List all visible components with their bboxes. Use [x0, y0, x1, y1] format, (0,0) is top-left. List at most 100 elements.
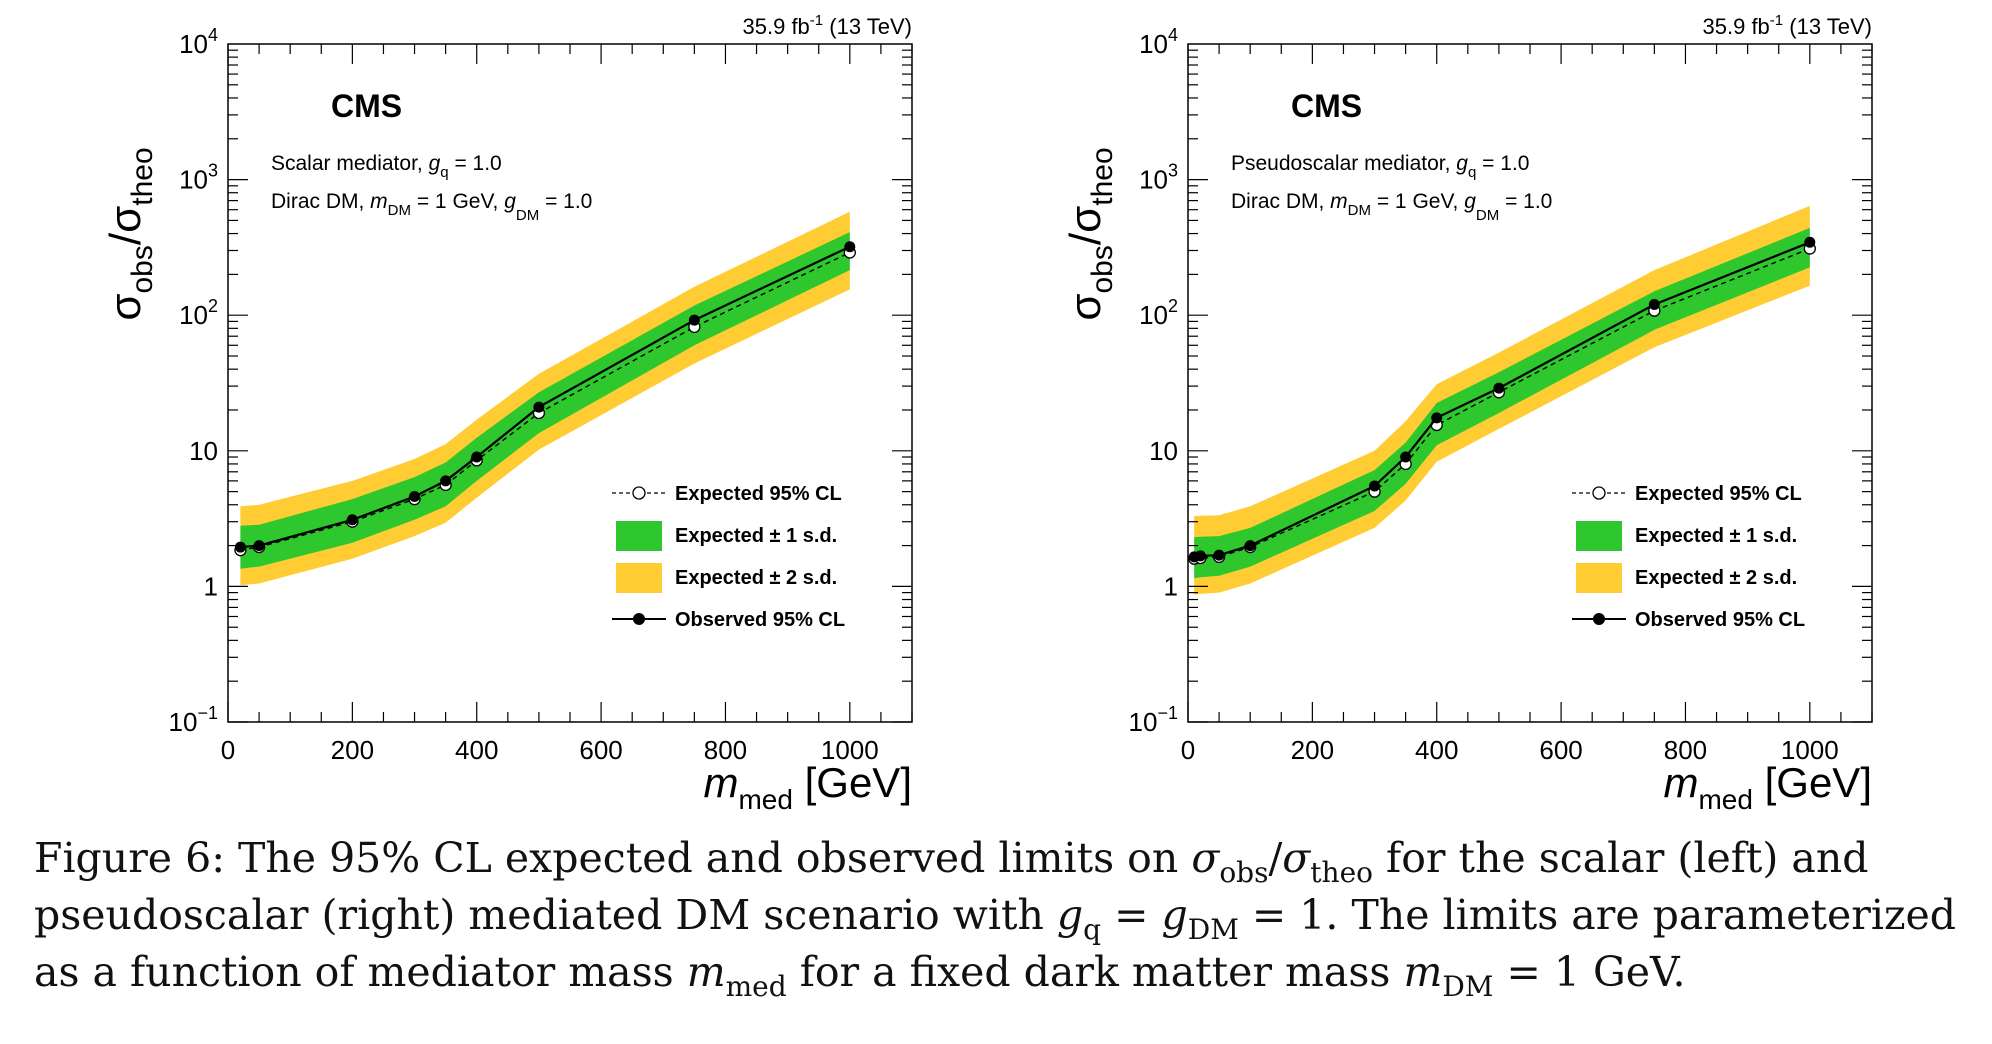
y-axis-label-sub: obs: [1086, 245, 1119, 293]
x-tick-label: 200: [1291, 735, 1334, 765]
y-tick-label: 104: [1139, 25, 1178, 59]
annotation-sub: DM: [1348, 202, 1371, 219]
y-tick-exp: −1: [1157, 703, 1178, 723]
observed-point: [1369, 480, 1381, 492]
y-tick-label: 10: [1149, 436, 1178, 466]
observed-point: [1493, 382, 1505, 394]
legend-label: Observed 95% CL: [675, 609, 845, 631]
y-axis-label-sigma: σ: [1061, 294, 1110, 321]
annotation-line-1: Scalar mediator, gq = 1.0: [271, 152, 502, 181]
annotation-var: g: [1464, 190, 1476, 213]
lumi-exp: -1: [810, 12, 823, 29]
y-axis-label-sub: theo: [1086, 147, 1119, 205]
caption-part: σ: [1282, 834, 1311, 882]
figure: 0 200 400 600 800 1000 10−1 1 10 102 103 104 35.9 fb…: [101, 12, 1873, 815]
observed-point: [1213, 549, 1225, 561]
annotation-text: = 1.0: [539, 190, 592, 213]
y-tick-base: 10: [169, 707, 198, 737]
observed-point: [346, 514, 358, 526]
observed-point: [1648, 298, 1660, 310]
legend-label: Expected ± 2 s.d.: [1635, 567, 1797, 589]
y-tick-label: 103: [1139, 161, 1178, 195]
legend-label: Expected ± 1 s.d.: [675, 525, 837, 547]
observed-line: [1194, 241, 1811, 558]
y-tick-label: 10: [189, 436, 218, 466]
caption-part: DM: [1187, 913, 1239, 946]
band-1sd: [240, 232, 850, 569]
annotation-var: g: [1456, 152, 1468, 175]
annotation-text: = 1 GeV,: [1371, 190, 1464, 213]
x-axis-label-unit: [GeV]: [1753, 759, 1872, 806]
y-axis-label-sub: theo: [126, 147, 159, 205]
annotation-text: = 1.0: [1499, 190, 1552, 213]
x-tick-label: 800: [1664, 735, 1707, 765]
y-tick-base: 10: [1139, 29, 1168, 59]
energy-label: (13 TeV): [823, 14, 912, 39]
observed-point: [440, 475, 452, 487]
annotation-sub: DM: [1476, 207, 1499, 224]
annotation-sub: DM: [516, 207, 539, 224]
expected-line: [240, 251, 851, 551]
observed-point: [1400, 451, 1412, 463]
caption-part: g: [1056, 891, 1084, 939]
legend-label: Expected ± 1 s.d.: [1635, 525, 1797, 547]
y-tick-label: 10−1: [169, 703, 218, 737]
annotation-line-2: Dirac DM, mDM = 1 GeV, gDM = 1.0: [271, 190, 592, 224]
y-tick-exp: 4: [208, 25, 218, 45]
y-tick-base: 10: [1139, 165, 1168, 195]
observed-point: [688, 314, 700, 326]
caption-part: = 1. The limits are parameterized as a f…: [34, 891, 1957, 996]
x-axis-label-unit: [GeV]: [793, 759, 912, 806]
annotation-text: Pseudoscalar mediator,: [1231, 152, 1456, 175]
legend-expected-marker: [1592, 486, 1606, 500]
annotation-var: m: [1330, 190, 1348, 213]
caption-part: q: [1083, 913, 1102, 946]
x-axis-label: mmed [GeV]: [703, 759, 912, 815]
caption-part: obs: [1219, 856, 1269, 889]
annotation-sub: DM: [388, 202, 411, 219]
observed-point: [1431, 412, 1443, 424]
annotation-var: g: [504, 190, 516, 213]
observed-point: [1804, 236, 1816, 248]
annotation-line-2: Dirac DM, mDM = 1 GeV, gDM = 1.0: [1231, 190, 1552, 224]
caption-part: m: [1403, 948, 1443, 996]
legend-observed-marker: [1593, 613, 1605, 625]
y-tick-exp: 4: [1168, 25, 1178, 45]
x-tick-label: 1000: [1781, 735, 1839, 765]
caption-part: g: [1161, 891, 1188, 939]
caption-part: /: [1268, 834, 1283, 882]
y-tick-label: 102: [1139, 296, 1178, 330]
x-tick-label: 0: [221, 735, 235, 765]
x-tick-label: 1000: [821, 735, 879, 765]
y-tick-label: 104: [179, 25, 218, 59]
legend-label: Expected 95% CL: [1635, 483, 1802, 505]
observed-point: [253, 540, 265, 552]
annotation-var: g: [429, 152, 441, 175]
x-axis-label-sub: med: [1698, 784, 1752, 815]
legend-expected-marker: [632, 486, 646, 500]
annotation-text: Dirac DM,: [271, 190, 370, 213]
observed-point: [409, 491, 421, 503]
y-tick-exp: 3: [208, 161, 218, 181]
annotation-var: m: [370, 190, 388, 213]
x-tick-label: 800: [704, 735, 747, 765]
legend-label: Expected ± 2 s.d.: [675, 567, 837, 589]
annotation-sub: q: [440, 164, 448, 181]
legend-1sd-swatch: [616, 521, 662, 551]
y-tick-exp: −1: [197, 703, 218, 723]
y-tick-base: 10: [179, 300, 208, 330]
y-tick-label: 1: [204, 571, 218, 601]
y-tick-label: 1: [1164, 571, 1178, 601]
caption-part: Figure 6: The 95% CL expected and observ…: [34, 834, 1192, 882]
y-tick-base: 10: [1149, 436, 1178, 466]
y-tick-base: 10: [179, 29, 208, 59]
x-axis-label-var: m: [1663, 759, 1698, 806]
legend-label: Expected 95% CL: [675, 483, 842, 505]
annotation-sub: q: [1468, 164, 1476, 181]
lumi-label: 35.9 fb-1 (13 TeV): [1703, 12, 1872, 39]
x-tick-label: 0: [1181, 735, 1195, 765]
caption-part: med: [725, 970, 787, 1003]
y-tick-exp: 3: [1168, 161, 1178, 181]
caption-part: = 1 GeV.: [1493, 948, 1686, 996]
